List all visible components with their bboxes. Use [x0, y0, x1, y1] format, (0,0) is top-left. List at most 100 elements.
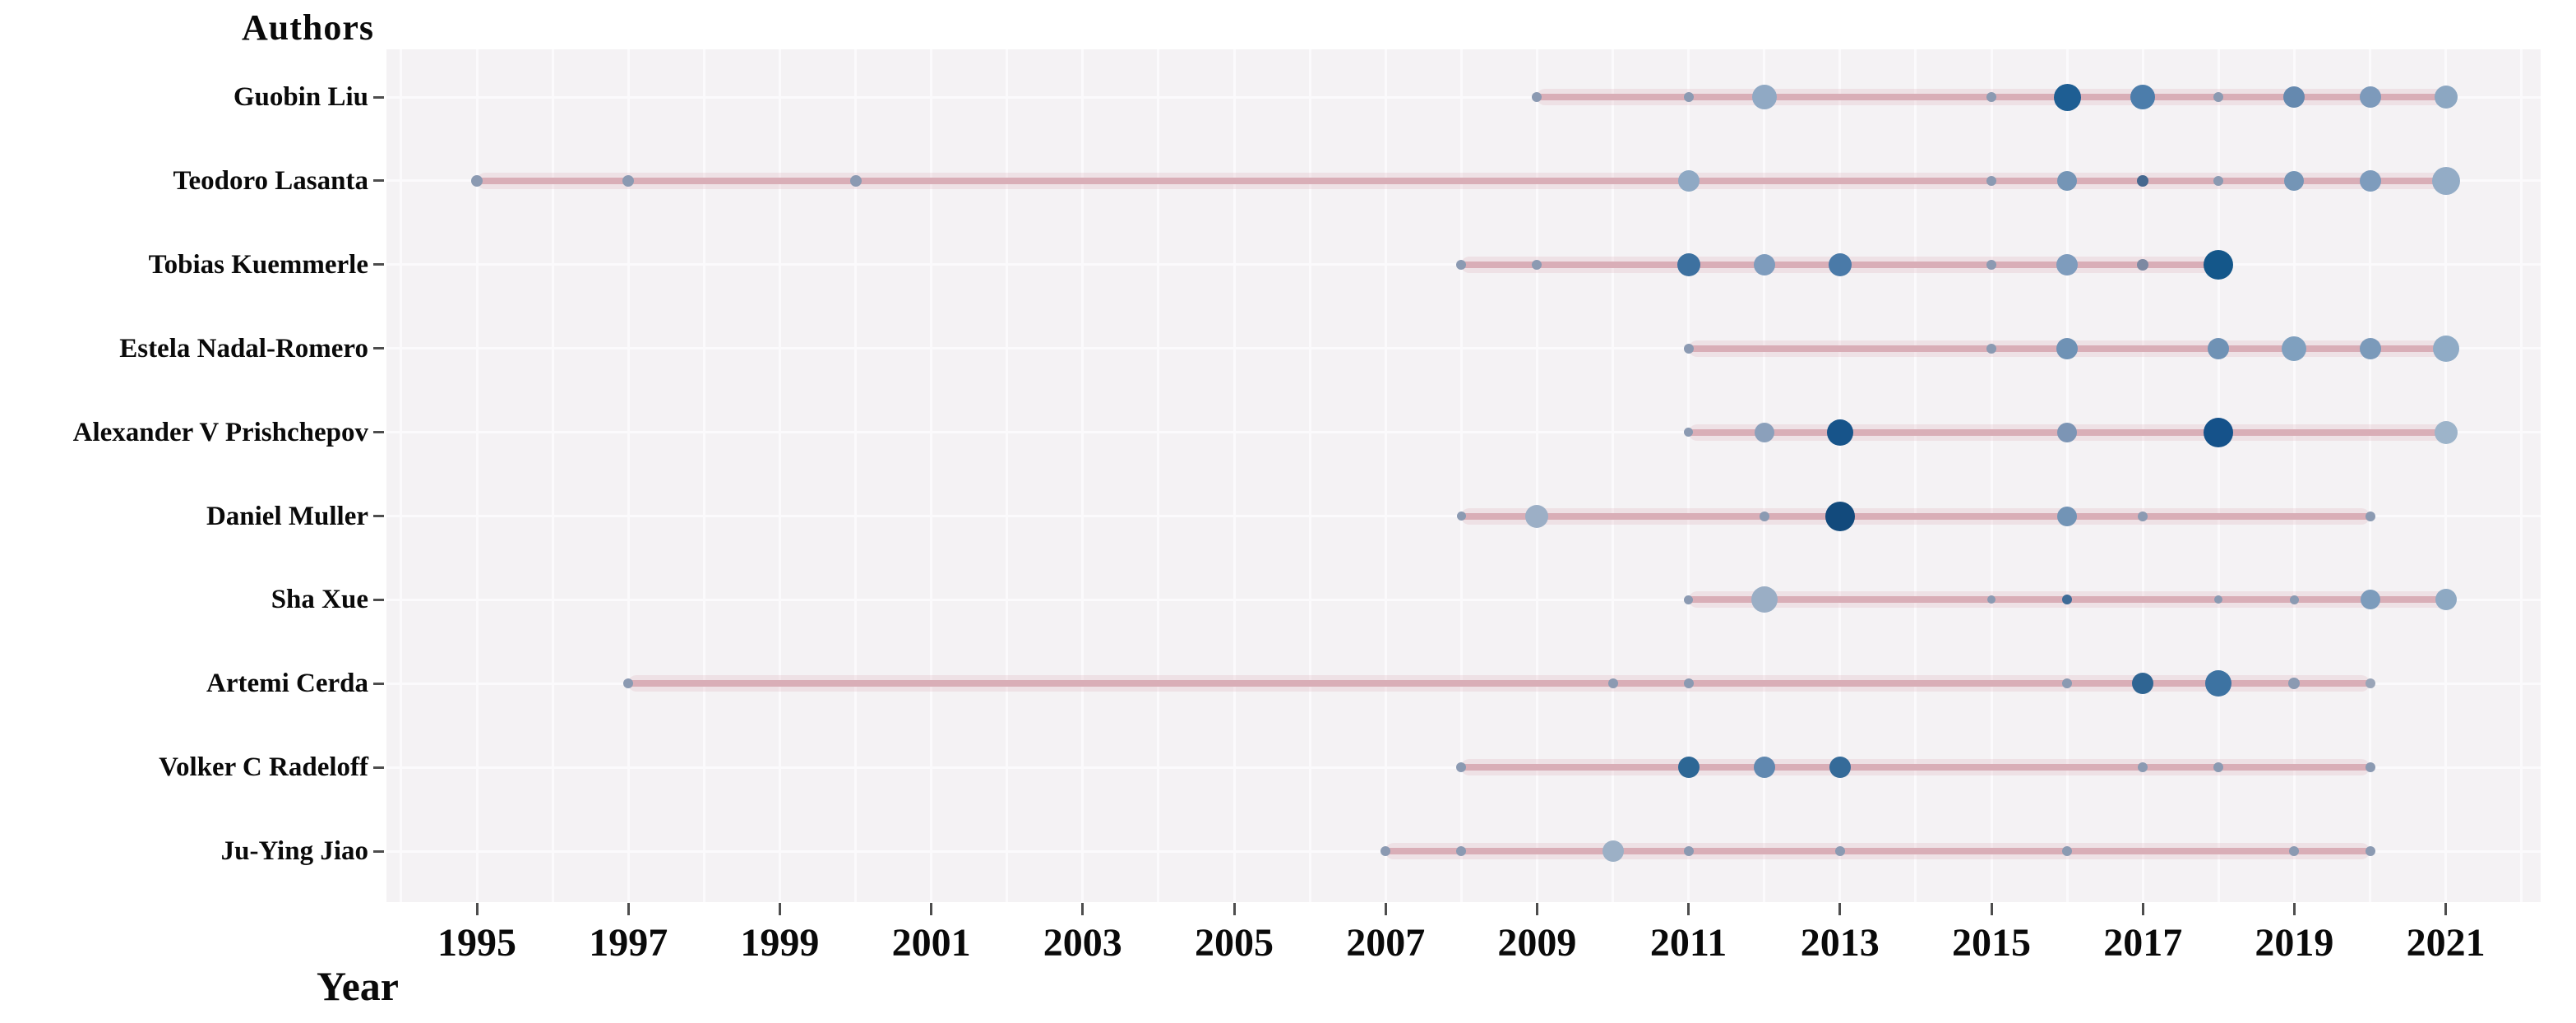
- vertical-gridline: [1006, 49, 1009, 902]
- publication-dot: [2132, 673, 2154, 695]
- publication-dot: [1532, 259, 1542, 270]
- timeline-line: [628, 680, 2370, 687]
- author-label: Artemi Cerda: [206, 669, 368, 699]
- horizontal-gridline: [386, 347, 2541, 350]
- publication-dot: [2359, 337, 2381, 359]
- x-axis-tick: [475, 903, 479, 915]
- publication-dot: [2289, 846, 2300, 857]
- publication-dot: [2284, 170, 2305, 191]
- author-label: Estela Nadal-Romero: [119, 333, 368, 363]
- publication-dot: [1683, 343, 1694, 354]
- publication-dot: [2056, 337, 2079, 359]
- publication-dot: [1683, 678, 1694, 689]
- publication-dot: [2282, 336, 2307, 361]
- vertical-gridline: [1384, 49, 1387, 902]
- publication-dot: [1456, 512, 1466, 521]
- publication-dot: [2434, 420, 2458, 444]
- publication-dot: [1683, 92, 1694, 102]
- publication-dot: [2205, 670, 2232, 697]
- publication-dot: [2289, 595, 2299, 604]
- vertical-gridline: [1990, 49, 1993, 902]
- y-axis-tick: [373, 766, 384, 769]
- publication-dot: [1826, 419, 1853, 446]
- publication-dot: [1987, 595, 1996, 604]
- author-label: Sha Xue: [271, 585, 368, 615]
- vertical-gridline: [854, 49, 857, 902]
- x-axis-tick: [1081, 903, 1085, 915]
- vertical-gridline: [1763, 49, 1766, 902]
- publication-dot: [2359, 169, 2381, 192]
- vertical-gridline: [1308, 49, 1311, 902]
- x-axis-tick: [1838, 903, 1842, 915]
- vertical-gridline: [400, 49, 403, 902]
- vertical-gridline: [1535, 49, 1538, 902]
- publication-dot: [2204, 417, 2234, 447]
- x-tick-label: 1999: [740, 921, 820, 965]
- y-axis-tick: [373, 179, 384, 183]
- x-tick-label: 2009: [1497, 921, 1577, 965]
- publication-dot: [2214, 595, 2223, 604]
- publication-dot: [849, 174, 862, 187]
- publication-dot: [2431, 166, 2460, 195]
- x-axis-tick: [2444, 903, 2448, 915]
- publication-dot: [2137, 174, 2149, 187]
- publication-dot: [2283, 86, 2305, 108]
- author-label: Alexander V Prishchepov: [72, 417, 368, 447]
- publication-dot: [471, 174, 483, 187]
- vertical-gridline: [551, 49, 554, 902]
- x-tick-label: 2007: [1346, 921, 1426, 965]
- publication-dot: [2365, 678, 2375, 689]
- vertical-gridline: [1838, 49, 1842, 902]
- x-axis-tick: [627, 903, 630, 915]
- publication-dot: [1986, 92, 1996, 102]
- vertical-gridline: [702, 49, 705, 902]
- publication-dot: [2208, 337, 2230, 359]
- vertical-gridline: [1233, 49, 1236, 902]
- y-axis-title: Authors: [241, 7, 374, 48]
- x-tick-label: 2019: [2255, 921, 2334, 965]
- vertical-gridline: [1612, 49, 1614, 902]
- author-label: Teodoro Lasanta: [173, 165, 368, 196]
- vertical-gridline: [778, 49, 781, 902]
- publication-dot: [2359, 86, 2381, 108]
- plot-panel: [386, 49, 2541, 902]
- publication-dot: [1750, 586, 1778, 613]
- publication-dot: [1380, 846, 1391, 857]
- vertical-gridline: [1914, 49, 1917, 902]
- horizontal-gridline: [386, 598, 2541, 601]
- x-tick-label: 2011: [1649, 921, 1727, 965]
- y-axis-tick: [373, 431, 384, 434]
- author-label: Guobin Liu: [233, 82, 368, 112]
- y-axis-tick: [373, 682, 384, 685]
- publication-dot: [1684, 595, 1694, 604]
- y-axis-tick: [373, 598, 384, 601]
- publication-dot: [1683, 846, 1694, 857]
- y-axis-tick: [373, 263, 384, 266]
- x-tick-label: 2005: [1195, 921, 1274, 965]
- publication-dot: [2137, 258, 2149, 271]
- timeline-line: [1461, 512, 2370, 520]
- publication-dot: [2213, 92, 2224, 102]
- vertical-gridline: [2065, 49, 2069, 902]
- vertical-gridline: [475, 49, 479, 902]
- publication-dot: [2365, 762, 2375, 773]
- publication-dot: [1525, 504, 1549, 528]
- y-axis-tick: [373, 515, 384, 517]
- publication-dot: [2213, 175, 2224, 186]
- publication-dot: [1677, 169, 1700, 192]
- timeline-line: [1461, 764, 2370, 771]
- x-tick-label: 2001: [891, 921, 971, 965]
- publication-dot: [1532, 92, 1542, 102]
- publication-dot: [1456, 259, 1467, 270]
- x-axis-tick: [2141, 903, 2144, 915]
- publication-dot: [2062, 595, 2073, 605]
- publication-dot: [1986, 343, 1996, 354]
- author-label: Tobias Kuemmerle: [148, 249, 368, 280]
- x-axis-tick: [930, 903, 933, 915]
- author-label: Volker C Radeloff: [159, 752, 368, 783]
- y-axis-tick: [373, 347, 384, 350]
- publication-dot: [2138, 511, 2148, 521]
- publication-dot: [2053, 83, 2081, 111]
- publication-dot: [1456, 762, 1467, 773]
